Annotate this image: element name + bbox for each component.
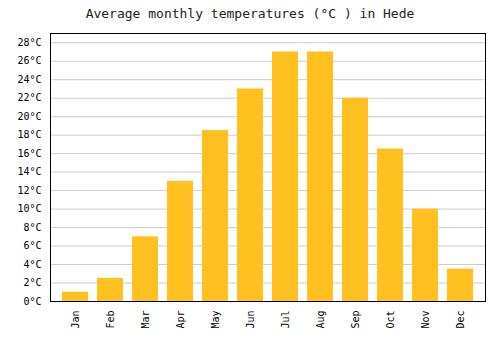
svg-text:16°C: 16°C bbox=[17, 148, 41, 159]
svg-text:14°C: 14°C bbox=[17, 166, 41, 177]
svg-text:Nov: Nov bbox=[420, 311, 431, 329]
svg-text:10°C: 10°C bbox=[17, 203, 41, 214]
svg-text:2°C: 2°C bbox=[23, 277, 41, 288]
svg-text:20°C: 20°C bbox=[17, 111, 41, 122]
svg-text:Feb: Feb bbox=[105, 311, 116, 329]
svg-text:26°C: 26°C bbox=[17, 55, 41, 66]
svg-text:24°C: 24°C bbox=[17, 74, 41, 85]
svg-text:Aug: Aug bbox=[315, 311, 326, 329]
svg-text:Jul: Jul bbox=[280, 311, 291, 329]
svg-text:22°C: 22°C bbox=[17, 92, 41, 103]
svg-text:Apr: Apr bbox=[175, 311, 186, 329]
svg-text:May: May bbox=[210, 311, 221, 329]
svg-text:Jan: Jan bbox=[70, 311, 81, 329]
svg-text:Sep: Sep bbox=[350, 311, 361, 329]
svg-text:0°C: 0°C bbox=[23, 296, 41, 307]
svg-text:6°C: 6°C bbox=[23, 240, 41, 251]
svg-text:Jun: Jun bbox=[245, 311, 256, 329]
svg-text:Oct: Oct bbox=[385, 311, 396, 329]
svg-text:4°C: 4°C bbox=[23, 259, 41, 270]
svg-text:12°C: 12°C bbox=[17, 185, 41, 196]
svg-text:28°C: 28°C bbox=[17, 37, 41, 48]
svg-text:18°C: 18°C bbox=[17, 129, 41, 140]
svg-text:Mar: Mar bbox=[140, 311, 151, 329]
svg-text:Dec: Dec bbox=[455, 311, 466, 329]
html-text:Average monthly temperatures (: Average monthly temperatures (°C ) in He… bbox=[85, 6, 415, 21]
svg-text:8°C: 8°C bbox=[23, 222, 41, 233]
